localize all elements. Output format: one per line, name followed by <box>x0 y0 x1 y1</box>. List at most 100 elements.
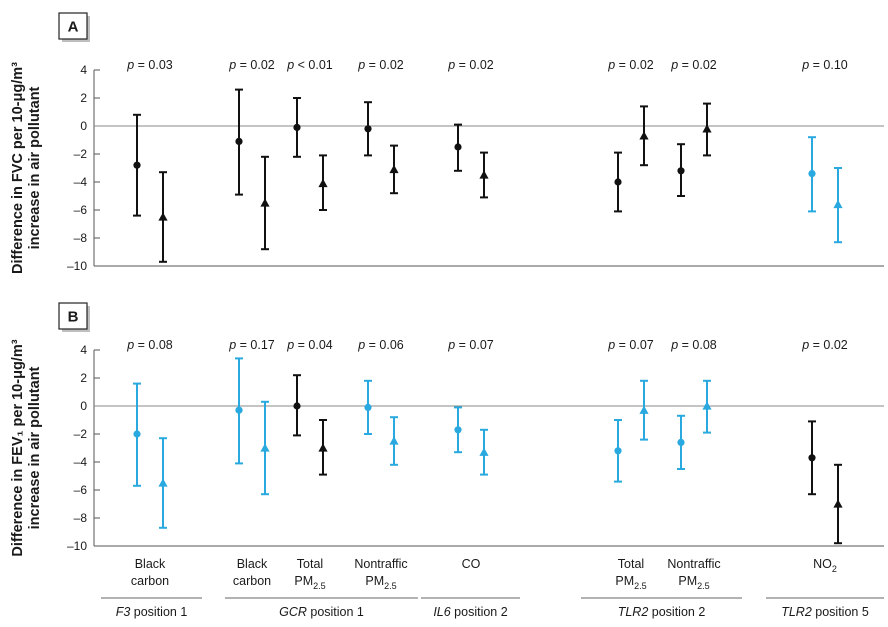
estimate-marker-triangle <box>158 478 168 487</box>
category-label-text: PM <box>615 574 634 588</box>
p-value-text: = 0.02 <box>678 58 717 72</box>
y-tick-label: –10 <box>67 539 87 553</box>
category-label-text: PM <box>678 574 697 588</box>
category-label-line-2: PM2.5 <box>678 574 709 591</box>
p-value-label: p = 0.02 <box>228 58 275 72</box>
group-position-text: position 1 <box>130 605 187 619</box>
p-value-text: < 0.01 <box>294 58 333 72</box>
category-label-line-1: Total <box>618 557 644 571</box>
data-point-circle <box>133 113 141 217</box>
estimate-marker-triangle <box>260 443 270 452</box>
p-value-label: p = 0.07 <box>607 338 654 352</box>
p-value-label: p = 0.02 <box>447 58 494 72</box>
data-point-triangle <box>318 419 328 476</box>
p-value-symbol: p <box>126 58 134 72</box>
estimate-marker-circle <box>454 426 462 434</box>
category-label-line-1: Nontraffic <box>667 557 720 571</box>
group-position-text: position 5 <box>812 605 869 619</box>
panel-label: B <box>68 309 79 326</box>
y-tick-label: –10 <box>67 259 87 273</box>
estimate-marker-triangle <box>318 178 328 188</box>
estimate-marker-circle <box>614 178 622 186</box>
data-point-triangle <box>260 400 270 496</box>
p-value-text: = 0.02 <box>365 58 404 72</box>
data-point-circle <box>808 136 816 213</box>
p-value-label: p = 0.08 <box>126 338 173 352</box>
p-value-label: p = 0.08 <box>670 338 717 352</box>
group-label: TLR2 position 5 <box>781 605 869 619</box>
p-value-text: = 0.02 <box>615 58 654 72</box>
category-label-subscript: 2.5 <box>697 581 710 591</box>
p-value-symbol: p <box>126 338 134 352</box>
p-value-symbol: p <box>670 338 678 352</box>
data-point-circle <box>614 151 622 213</box>
p-value-symbol: p <box>286 58 294 72</box>
estimate-marker-circle <box>293 402 301 410</box>
p-value-symbol: p <box>607 58 615 72</box>
estimate-marker-triangle <box>158 212 168 221</box>
p-value-symbol: p <box>801 58 809 72</box>
category-label-text: carbon <box>131 574 169 588</box>
data-point-triangle <box>389 416 399 466</box>
group-gene-name: GCR <box>279 605 307 619</box>
category-label-line-1: CO <box>462 557 481 571</box>
data-point-circle <box>677 414 685 470</box>
p-value-label: p = 0.02 <box>607 58 654 72</box>
category-label-line-2: PM2.5 <box>294 574 325 591</box>
y-tick-label: –8 <box>74 511 88 525</box>
group-position-text: position 2 <box>451 605 508 619</box>
category-label-text: Nontraffic <box>354 557 407 571</box>
group-label: TLR2 position 2 <box>618 605 706 619</box>
category-label-subscript: 2.5 <box>313 581 326 591</box>
estimate-marker-triangle <box>389 436 399 445</box>
group-gene-name: TLR2 <box>618 605 649 619</box>
group-gene-name: TLR2 <box>781 605 812 619</box>
p-value-text: = 0.07 <box>455 338 494 352</box>
p-value-symbol: p <box>286 338 294 352</box>
estimate-marker-triangle <box>479 447 489 456</box>
data-point-triangle <box>389 144 399 195</box>
estimate-marker-triangle <box>833 199 843 209</box>
category-label-text: NO <box>813 557 832 571</box>
y-tick-label: 2 <box>80 91 87 105</box>
category-label-text: PM <box>294 574 313 588</box>
category-label-subscript: 2.5 <box>384 581 397 591</box>
y-tick-label: 4 <box>80 343 87 357</box>
y-tick-label: –4 <box>74 175 88 189</box>
panel-label-box <box>58 12 88 40</box>
category-label-text: carbon <box>233 574 271 588</box>
category-label-text: Black <box>237 557 268 571</box>
y-axis-label-line-1: Difference in FVC per 10-μg/m³ <box>10 62 26 274</box>
category-label-line-1: Total <box>297 557 323 571</box>
data-point-circle <box>235 88 243 196</box>
category-label-text: Nontraffic <box>667 557 720 571</box>
p-value-text: = 0.06 <box>365 338 404 352</box>
data-point-circle <box>614 419 622 483</box>
group-position-text: position 2 <box>648 605 705 619</box>
category-label-line-2: PM2.5 <box>365 574 396 591</box>
estimate-marker-circle <box>614 447 622 455</box>
category-label-text: Total <box>297 557 323 571</box>
y-tick-label: 4 <box>80 63 87 77</box>
p-value-symbol: p <box>801 338 809 352</box>
estimate-marker-circle <box>235 137 243 145</box>
p-value-label: p = 0.02 <box>670 58 717 72</box>
y-axis-label: Difference in FEV₁ per 10-μg/m³increase … <box>10 339 43 556</box>
data-point-circle <box>293 374 301 437</box>
p-value-text: = 0.08 <box>134 338 173 352</box>
estimate-marker-circle <box>235 406 243 414</box>
panel-b: B 4 2 0 –2 –4 –6 –8 –10 Difference in FEV₁ per 10… <box>10 302 884 557</box>
y-axis-label-line-1: Difference in FEV₁ per 10-μg/m³ <box>10 339 26 556</box>
p-value-text: = 0.02 <box>236 58 275 72</box>
data-point-triangle <box>479 428 489 476</box>
panel-label: A <box>68 19 79 36</box>
estimate-marker-triangle <box>639 405 649 414</box>
estimate-marker-circle <box>133 430 141 438</box>
data-point-circle <box>293 97 301 158</box>
p-value-symbol: p <box>228 338 236 352</box>
estimate-marker-triangle <box>833 499 843 508</box>
estimate-marker-circle <box>808 454 816 462</box>
category-label-line-2: PM2.5 <box>615 574 646 591</box>
category-label-line-1: Black <box>135 557 166 571</box>
